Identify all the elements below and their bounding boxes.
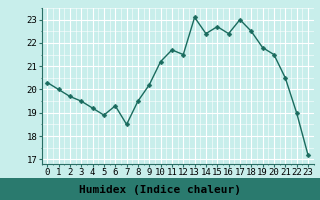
Text: Humidex (Indice chaleur): Humidex (Indice chaleur) — [79, 185, 241, 195]
